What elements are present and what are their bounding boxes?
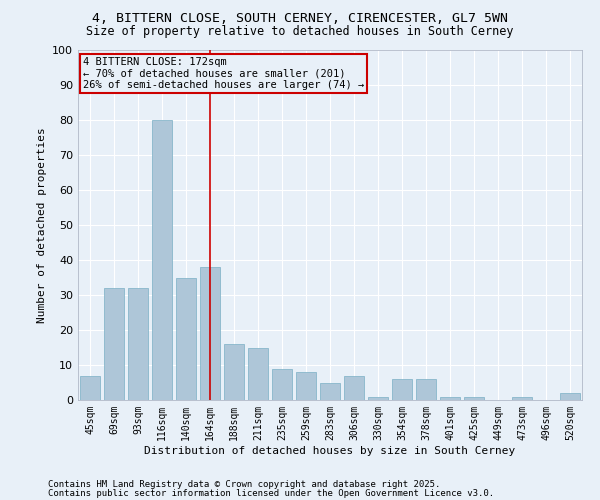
Y-axis label: Number of detached properties: Number of detached properties	[37, 127, 47, 323]
Bar	[344, 376, 364, 400]
Text: Contains public sector information licensed under the Open Government Licence v3: Contains public sector information licen…	[48, 489, 494, 498]
Text: 4, BITTERN CLOSE, SOUTH CERNEY, CIRENCESTER, GL7 5WN: 4, BITTERN CLOSE, SOUTH CERNEY, CIRENCES…	[92, 12, 508, 26]
Bar	[272, 368, 292, 400]
X-axis label: Distribution of detached houses by size in South Cerney: Distribution of detached houses by size …	[145, 446, 515, 456]
Bar	[200, 267, 220, 400]
Bar	[80, 376, 100, 400]
Bar	[512, 396, 532, 400]
Bar	[296, 372, 316, 400]
Bar	[104, 288, 124, 400]
Bar	[128, 288, 148, 400]
Bar	[440, 396, 460, 400]
Bar	[152, 120, 172, 400]
Text: Size of property relative to detached houses in South Cerney: Size of property relative to detached ho…	[86, 25, 514, 38]
Bar	[176, 278, 196, 400]
Bar	[248, 348, 268, 400]
Bar	[224, 344, 244, 400]
Bar	[368, 396, 388, 400]
Bar	[464, 396, 484, 400]
Bar	[416, 379, 436, 400]
Bar	[320, 382, 340, 400]
Bar	[392, 379, 412, 400]
Bar	[560, 393, 580, 400]
Text: Contains HM Land Registry data © Crown copyright and database right 2025.: Contains HM Land Registry data © Crown c…	[48, 480, 440, 489]
Text: 4 BITTERN CLOSE: 172sqm
← 70% of detached houses are smaller (201)
26% of semi-d: 4 BITTERN CLOSE: 172sqm ← 70% of detache…	[83, 57, 364, 90]
